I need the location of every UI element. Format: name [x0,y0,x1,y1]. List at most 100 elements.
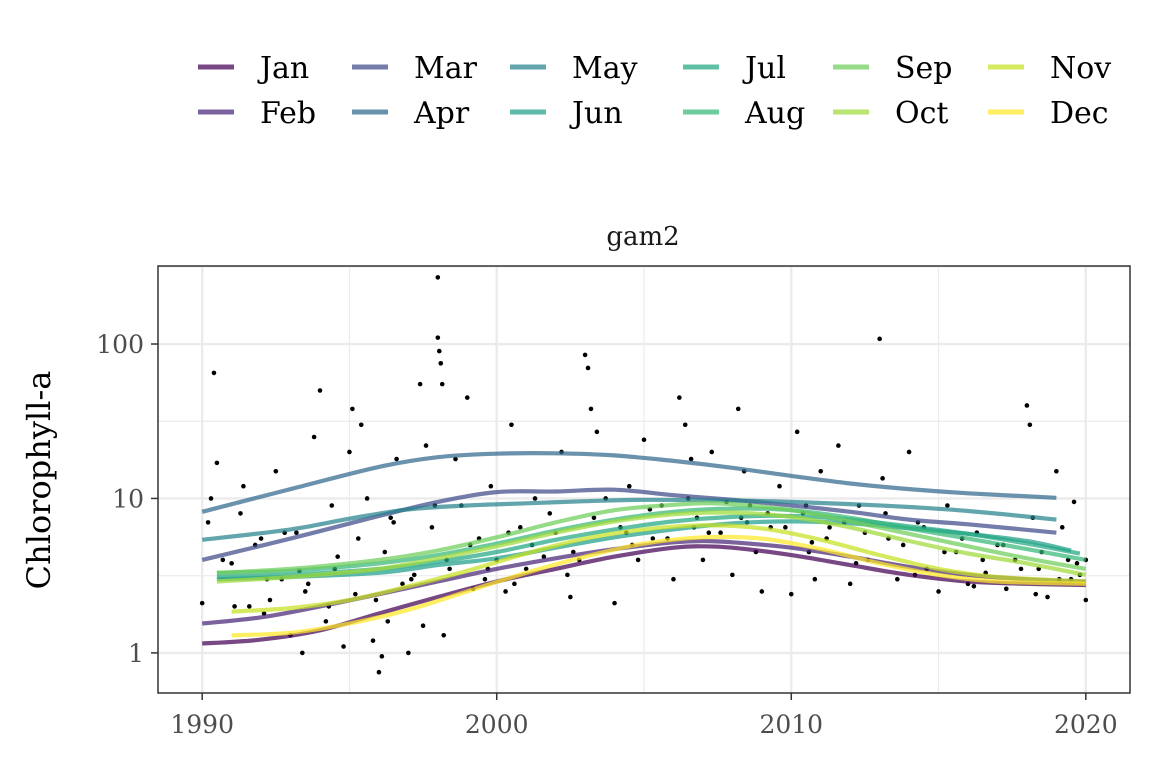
y-tick-label: 10 [112,484,144,513]
legend-label: Oct [895,96,948,131]
data-point [718,530,723,536]
data-point [594,429,600,435]
legend-label: Jul [742,51,786,86]
data-point [1024,403,1030,408]
legend-label: Mar [414,51,478,86]
legend: Jan Feb Mar Apr May Jun Jul Aug Sep Oct Nov Dec [198,51,1111,131]
data-point [409,576,414,582]
data-point [423,443,429,448]
legend-label: Aug [744,96,805,131]
data-point [385,619,391,624]
legend-label: Dec [1050,96,1109,131]
data-point [512,581,517,587]
data-point [241,483,246,489]
series-line-mar [201,487,1057,562]
legend-item-jun: Jun [510,96,623,131]
series-line-may [201,497,1057,542]
axes: 1990 2000 2010 2020 1 10 100 [96,330,1117,739]
data-point [441,633,447,638]
data-point [300,650,305,656]
data-point [827,525,832,530]
data-point [411,572,417,578]
data-point [436,348,442,354]
data-point [420,623,426,629]
data-point [353,591,358,597]
data-point [612,600,617,606]
legend-label: Jun [569,96,623,131]
data-point [302,589,308,594]
series-line-apr [201,451,1057,514]
y-tick-label: 100 [96,330,144,359]
data-point [220,557,226,563]
data-point [900,542,906,548]
data-point [199,600,205,606]
x-tick-label: 1990 [170,710,234,739]
data-point [783,525,788,530]
data-point [847,581,853,587]
data-point [936,589,941,594]
x-tick-label: 2010 [759,710,823,739]
series-line-nov [231,523,1086,614]
data-point [532,496,538,501]
data-point [435,275,441,280]
data-point [294,530,299,536]
data-point [1018,566,1024,572]
data-point [1059,525,1065,530]
legend-label: May [572,51,638,86]
data-point [364,496,370,501]
legend-label: Feb [260,96,316,131]
data-point [429,525,435,530]
legend-item-feb: Feb [198,96,316,131]
series-line-jan [202,544,1086,646]
data-point [317,388,323,393]
data-point [541,554,547,559]
data-point [373,597,379,603]
data-point [688,456,694,462]
data-point [591,515,597,521]
panel-border [157,265,1131,694]
data-point [709,449,715,455]
data-point [582,352,588,358]
data-point [305,581,311,587]
data-point [980,557,986,563]
data-point [205,520,211,525]
legend-item-oct: Oct [833,96,948,131]
data-point [1083,597,1089,603]
legend-label: Sep [895,51,953,86]
data-point [1033,591,1039,597]
series-line-aug [216,506,1087,575]
legend-item-apr: Apr [352,96,470,131]
data-point [1045,594,1050,600]
data-point [488,483,494,489]
panel-title: gam2 [606,222,679,252]
data-point [641,437,647,443]
data-point [323,619,329,624]
data-point [232,604,237,609]
y-tick-label: 1 [128,639,144,668]
data-point [706,530,712,536]
data-point [335,554,340,559]
data-point [394,456,399,462]
data-point [517,525,523,530]
data-point [229,561,234,566]
data-point [626,483,632,489]
data-point [568,594,573,600]
series-line-oct [216,510,1087,584]
data-point [1071,499,1077,505]
data-point [447,566,452,572]
data-point [400,581,405,587]
data-point [565,572,570,578]
legend-item-aug: Aug [683,96,805,131]
data-point [1074,561,1080,566]
data-point [267,597,273,603]
data-point [971,583,977,589]
data-point [906,449,912,455]
data-point [347,449,352,455]
data-point [247,604,252,609]
data-point [730,572,735,578]
data-point [1027,422,1033,428]
data-point [406,650,411,656]
data-point [818,468,824,474]
data-point [635,557,641,563]
